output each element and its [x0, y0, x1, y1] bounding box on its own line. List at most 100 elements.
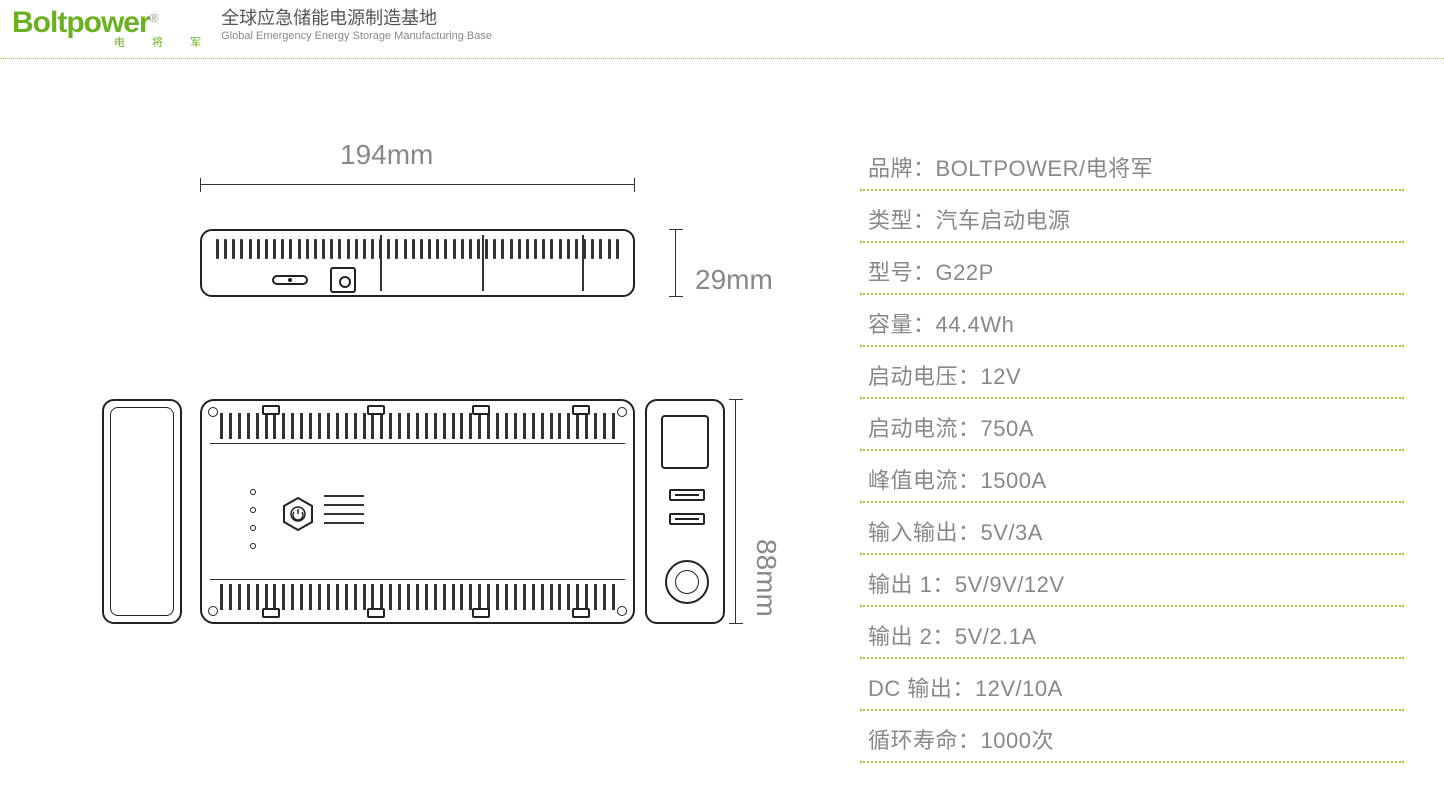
spec-label: 类型：: [868, 208, 936, 233]
vent-slot: [550, 239, 553, 259]
vent-slot: [603, 413, 606, 439]
vent-slot: [273, 584, 276, 610]
vent-slot: [599, 239, 602, 259]
vent-slot: [298, 239, 301, 259]
led-icon: [250, 543, 256, 549]
spec-row: 品牌：BOLTPOWER/电将军: [860, 139, 1404, 191]
vent-slot: [425, 413, 428, 439]
vent-slot: [363, 413, 366, 439]
spec-row: 启动电压：12V: [860, 347, 1404, 399]
vent-slot: [518, 239, 521, 259]
vent-slot: [460, 584, 463, 610]
vent-slot: [354, 584, 357, 610]
vent-slot: [224, 239, 227, 259]
clip-icon: [572, 405, 590, 415]
clip-icon: [472, 405, 490, 415]
vent-slot: [616, 239, 619, 259]
screw-icon: [208, 606, 218, 616]
vent-slot: [485, 239, 488, 259]
vent-slot: [452, 413, 455, 439]
slogan-english: Global Emergency Energy Storage Manufact…: [221, 30, 492, 42]
vent-slot: [282, 584, 285, 610]
vent-slot: [526, 239, 529, 259]
vent-slot: [216, 239, 219, 259]
side-ridge: [380, 235, 382, 291]
vent-slot: [345, 413, 348, 439]
vent-slot: [345, 584, 348, 610]
dimension-depth-label: 88mm: [750, 539, 782, 617]
spec-row: 容量：44.4Wh: [860, 295, 1404, 347]
vent-slot: [478, 584, 481, 610]
vent-slot: [493, 239, 496, 259]
vent-slot: [550, 584, 553, 610]
usb-port-icon: [669, 489, 705, 501]
registered-mark: ®: [150, 11, 159, 25]
vent-slot: [576, 584, 579, 610]
device-right-end-view: [645, 399, 725, 624]
vent-slot: [314, 239, 317, 259]
vent-slot: [594, 584, 597, 610]
vent-slot: [330, 239, 333, 259]
vent-slot: [281, 239, 284, 259]
led-indicators: [250, 489, 256, 549]
spec-value: 44.4Wh: [936, 312, 1015, 337]
vent-slot: [407, 584, 410, 610]
vent-slot: [282, 413, 285, 439]
top-inner-border: [210, 443, 625, 580]
vent-slot: [371, 584, 374, 610]
dimension-height-line: [675, 229, 676, 297]
side-button-icon: [330, 267, 356, 293]
vent-slot: [434, 584, 437, 610]
vent-slot: [371, 239, 374, 259]
vent-slot: [247, 584, 250, 610]
vent-slot: [550, 413, 553, 439]
vent-slot: [487, 584, 490, 610]
dimension-depth-line: [735, 399, 736, 624]
vent-slot: [434, 413, 437, 439]
vent-slot: [398, 413, 401, 439]
vent-slot: [576, 413, 579, 439]
side-vents: [202, 231, 633, 259]
spec-label: 输出 1：: [868, 572, 955, 597]
top-vents-lower: [202, 584, 633, 610]
vent-slot: [389, 584, 392, 610]
end-inner-frame: [110, 407, 174, 616]
vent-slot: [327, 584, 330, 610]
clip-icon: [367, 405, 385, 415]
vent-slot: [603, 584, 606, 610]
vent-slot: [309, 413, 312, 439]
vent-slot: [534, 239, 537, 259]
vent-slot: [510, 239, 513, 259]
vent-slot: [238, 584, 241, 610]
vent-slot: [249, 239, 252, 259]
vent-slot: [309, 584, 312, 610]
spec-label: 输入输出：: [868, 520, 981, 545]
vent-slot: [238, 413, 241, 439]
spec-row: DC 输出：12V/10A: [860, 659, 1404, 711]
vent-slot: [514, 413, 517, 439]
side-ridge: [482, 235, 484, 291]
vent-slot: [395, 239, 398, 259]
vent-slot: [380, 584, 383, 610]
vent-slot: [291, 584, 294, 610]
vent-slot: [460, 413, 463, 439]
vent-slot: [407, 413, 410, 439]
vent-slot: [532, 413, 535, 439]
vent-slot: [300, 413, 303, 439]
vent-slot: [300, 584, 303, 610]
vent-slot: [443, 413, 446, 439]
screw-icon: [208, 407, 218, 417]
led-icon: [250, 525, 256, 531]
display-screen-icon: [661, 415, 709, 469]
screw-icon: [617, 606, 627, 616]
clip-icon: [367, 608, 385, 618]
vent-slot: [452, 584, 455, 610]
vent-slot: [273, 413, 276, 439]
vent-slot: [327, 413, 330, 439]
vent-slot: [336, 584, 339, 610]
vent-slot: [425, 584, 428, 610]
spec-value: G22P: [936, 260, 994, 285]
vent-slot: [558, 413, 561, 439]
vent-slot: [542, 239, 545, 259]
spec-value: 12V/10A: [975, 676, 1063, 701]
